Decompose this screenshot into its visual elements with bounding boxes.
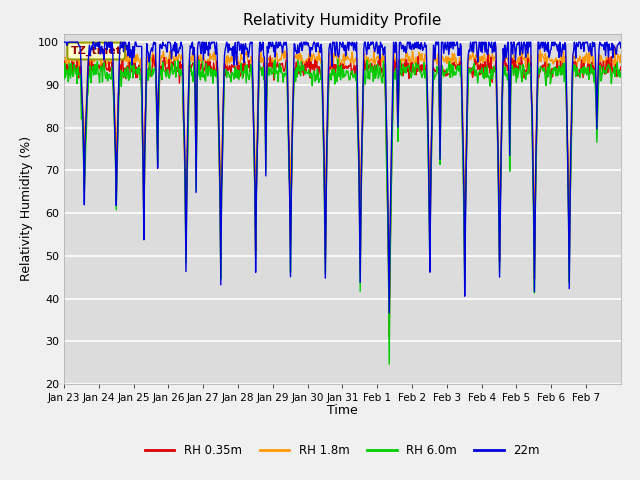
Text: TZ_tmet: TZ_tmet bbox=[70, 46, 122, 56]
Y-axis label: Relativity Humidity (%): Relativity Humidity (%) bbox=[20, 136, 33, 281]
X-axis label: Time: Time bbox=[327, 405, 358, 418]
Title: Relativity Humidity Profile: Relativity Humidity Profile bbox=[243, 13, 442, 28]
Legend: RH 0.35m, RH 1.8m, RH 6.0m, 22m: RH 0.35m, RH 1.8m, RH 6.0m, 22m bbox=[140, 440, 545, 462]
